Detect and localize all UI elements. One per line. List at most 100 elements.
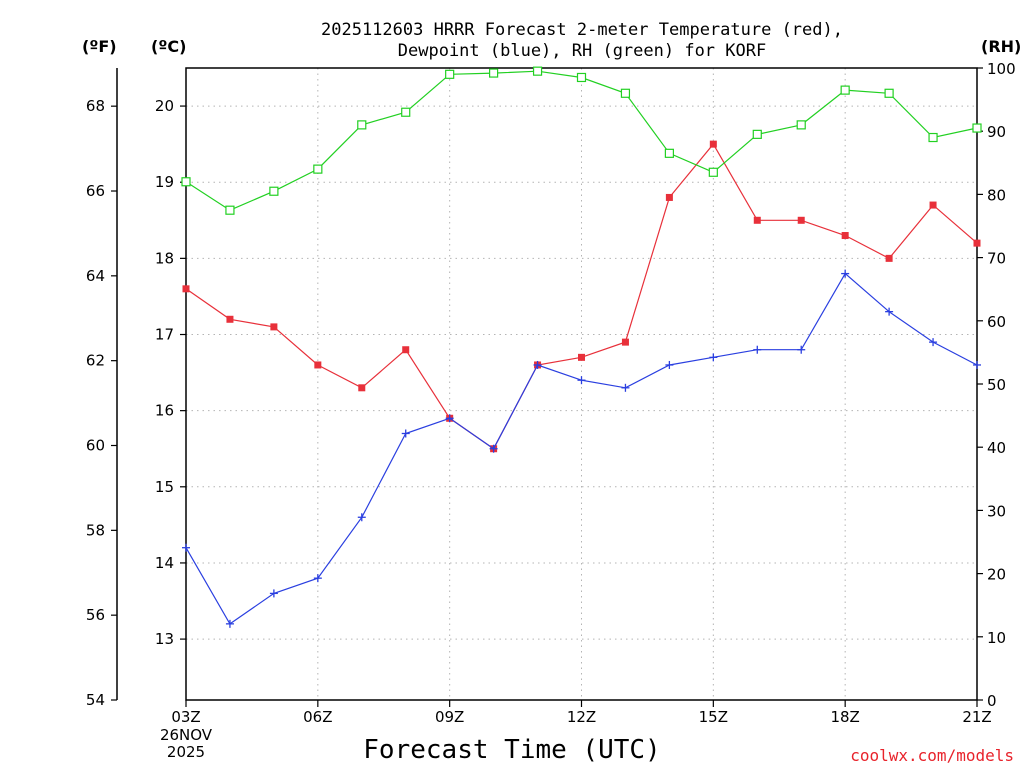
temperature-point bbox=[621, 338, 629, 346]
celsius-tick-label: 19 bbox=[155, 173, 174, 191]
data-series bbox=[181, 66, 982, 628]
dewpoint-point bbox=[533, 360, 542, 369]
fahrenheit-tick-label: 68 bbox=[86, 97, 105, 115]
x-tick-label: 21Z bbox=[962, 708, 991, 726]
rh-point bbox=[181, 177, 191, 187]
rh-tick-label: 10 bbox=[987, 629, 1006, 647]
dewpoint-point bbox=[445, 414, 454, 423]
rh-tick-label: 70 bbox=[987, 250, 1006, 268]
chart-title-line1: 2025112603 HRRR Forecast 2-meter Tempera… bbox=[321, 20, 843, 40]
rh-point bbox=[269, 186, 279, 196]
temperature-point bbox=[402, 346, 410, 354]
temperature-point bbox=[753, 216, 761, 224]
x-tick-label: 15Z bbox=[699, 708, 728, 726]
dewpoint-point bbox=[401, 429, 410, 438]
temperature-point bbox=[182, 285, 190, 293]
x-tick-label: 03Z bbox=[171, 708, 200, 726]
rh-point bbox=[796, 120, 806, 130]
dewpoint-point bbox=[313, 574, 322, 583]
credit-label: coolwx.com/models bbox=[850, 746, 1014, 765]
fahrenheit-tick-label: 58 bbox=[86, 521, 105, 539]
rh-point bbox=[708, 167, 718, 177]
axes: 54 56 58 60 62 64 66 68 13 14 15 16 17 18 19 20 0 10 20 30 4… bbox=[86, 60, 1016, 726]
fahrenheit-tick-label: 66 bbox=[86, 182, 105, 200]
dewpoint-point bbox=[885, 307, 894, 316]
rh-point bbox=[972, 123, 982, 133]
temperature-point bbox=[270, 323, 278, 331]
rh-axis-unit: (RH) bbox=[981, 37, 1021, 56]
rh-point bbox=[884, 88, 894, 98]
rh-point bbox=[401, 107, 411, 117]
dewpoint-point bbox=[929, 338, 938, 347]
rh-point bbox=[928, 132, 938, 143]
fahrenheit-tick-label: 56 bbox=[86, 606, 105, 624]
rh-point bbox=[445, 69, 455, 79]
date-label-line2: 2025 bbox=[167, 743, 205, 761]
temperature-point bbox=[841, 232, 849, 240]
temperature-point bbox=[709, 140, 717, 148]
dewpoint-point bbox=[182, 543, 190, 552]
temperature-point bbox=[226, 315, 234, 323]
celsius-tick-label: 20 bbox=[155, 97, 174, 115]
date-label-line1: 26NOV bbox=[160, 726, 213, 744]
rh-point bbox=[225, 205, 235, 215]
x-tick-label: 09Z bbox=[435, 708, 464, 726]
dewpoint-point bbox=[621, 383, 630, 392]
temperature-point bbox=[358, 384, 366, 392]
rh-tick-label: 100 bbox=[987, 60, 1016, 78]
rh-tick-label: 60 bbox=[987, 313, 1006, 331]
x-tick-label: 12Z bbox=[567, 708, 596, 726]
rh-tick-label: 30 bbox=[987, 502, 1006, 520]
rh-point bbox=[752, 129, 762, 139]
dewpoint-point bbox=[269, 589, 278, 598]
rh-point bbox=[532, 66, 543, 76]
rh-point bbox=[840, 85, 850, 95]
dewpoint-point bbox=[489, 444, 498, 453]
rh-tick-label: 90 bbox=[987, 123, 1006, 141]
dewpoint-point bbox=[841, 269, 850, 278]
celsius-tick-label: 15 bbox=[155, 478, 174, 496]
rh-tick-label: 80 bbox=[987, 186, 1006, 204]
celsius-tick-label: 17 bbox=[155, 326, 174, 344]
temperature-point bbox=[973, 239, 981, 247]
temperature-point bbox=[665, 193, 673, 201]
dewpoint-point bbox=[973, 360, 981, 369]
rh-point bbox=[620, 88, 631, 98]
dewpoint-point bbox=[665, 360, 674, 369]
x-tick-label: 18Z bbox=[830, 708, 859, 726]
fahrenheit-tick-label: 60 bbox=[86, 437, 105, 455]
rh-tick-label: 40 bbox=[987, 439, 1006, 457]
fahrenheit-axis-unit: (ºF) bbox=[82, 37, 117, 56]
x-axis-label: Forecast Time (UTC) bbox=[363, 735, 660, 765]
rh-point bbox=[313, 164, 323, 174]
rh-tick-label: 50 bbox=[987, 376, 1006, 394]
celsius-axis-unit: (ºC) bbox=[151, 37, 186, 56]
celsius-tick-label: 13 bbox=[155, 630, 174, 648]
temperature-point bbox=[314, 361, 322, 369]
temperature-point bbox=[885, 254, 893, 262]
dewpoint-point bbox=[225, 619, 234, 628]
dewpoint-point bbox=[709, 353, 718, 362]
rh-tick-label: 0 bbox=[987, 692, 997, 710]
fahrenheit-tick-label: 64 bbox=[86, 267, 105, 285]
temperature-point bbox=[929, 201, 937, 209]
rh-point bbox=[664, 148, 674, 158]
temperature-point bbox=[578, 353, 585, 361]
rh-point bbox=[576, 72, 587, 83]
dewpoint-point bbox=[753, 345, 762, 354]
dewpoint-point bbox=[797, 345, 806, 354]
fahrenheit-tick-label: 62 bbox=[86, 352, 105, 370]
celsius-tick-label: 18 bbox=[155, 249, 174, 267]
dewpoint-point bbox=[577, 376, 586, 385]
rh-point bbox=[489, 68, 499, 78]
chart-title-line2: Dewpoint (blue), RH (green) for KORF bbox=[398, 41, 766, 61]
celsius-tick-label: 14 bbox=[155, 554, 174, 572]
x-tick-label: 06Z bbox=[303, 708, 332, 726]
celsius-tick-label: 16 bbox=[155, 402, 174, 420]
dewpoint-point bbox=[357, 513, 366, 522]
rh-point bbox=[357, 120, 367, 130]
fahrenheit-tick-label: 54 bbox=[86, 691, 105, 709]
temperature-point bbox=[797, 216, 805, 224]
rh-tick-label: 20 bbox=[987, 566, 1006, 584]
